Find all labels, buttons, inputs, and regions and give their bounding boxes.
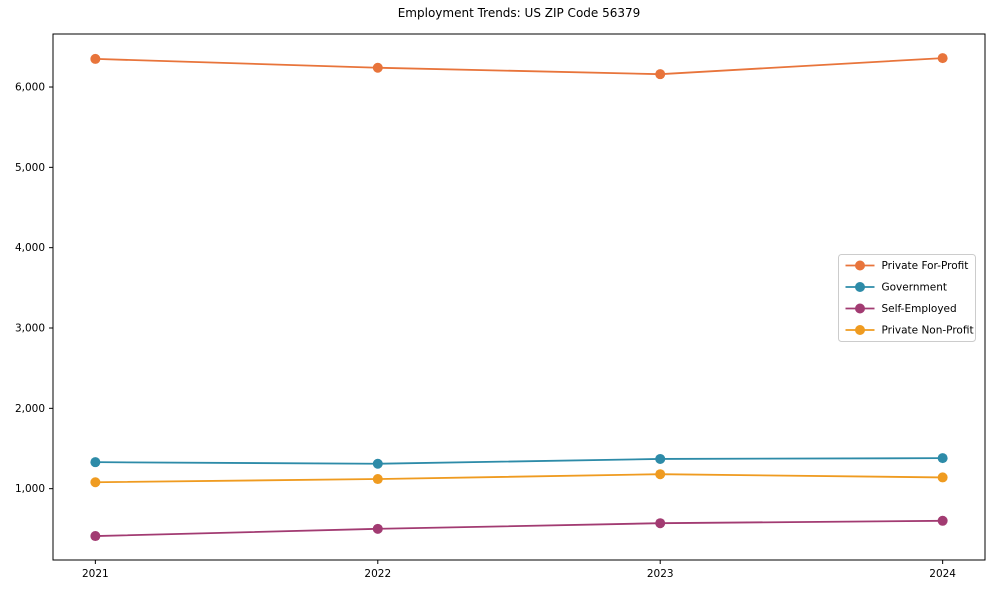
legend-label-government: Government (882, 282, 947, 294)
y-tick-label: 3,000 (15, 323, 45, 335)
y-tick-label: 2,000 (15, 403, 45, 415)
legend-label-private-for-profit: Private For-Profit (882, 260, 969, 272)
data-point-self-employed (90, 531, 101, 542)
data-point-private-for-profit (90, 53, 101, 64)
series-line-self-employed (95, 519, 943, 537)
data-point-self-employed (372, 523, 383, 534)
legend-marker-government (855, 282, 865, 292)
x-tick-label: 2024 (929, 568, 956, 580)
y-tick-label: 1,000 (15, 483, 45, 495)
data-point-government (90, 457, 101, 468)
y-tick-label: 6,000 (15, 82, 45, 94)
series-line-private-for-profit (95, 57, 943, 76)
data-point-private-for-profit (372, 62, 383, 73)
data-point-government (937, 453, 948, 464)
data-point-private-non-profit (655, 469, 666, 480)
data-point-private-non-profit (937, 472, 948, 483)
data-point-government (372, 458, 383, 469)
data-point-self-employed (655, 518, 666, 529)
data-point-private-for-profit (937, 53, 948, 64)
legend-marker-private-for-profit (855, 260, 865, 271)
legend-box (838, 254, 976, 342)
x-tick-label: 2023 (647, 568, 674, 580)
legend-label-self-employed: Self-Employed (882, 303, 957, 315)
legend-label-private-non-profit: Private Non-Profit (882, 325, 974, 337)
legend-marker-self-employed (855, 303, 865, 314)
y-tick-label: 4,000 (15, 242, 45, 254)
x-tick-label: 2021 (82, 568, 109, 580)
x-tick-label: 2022 (364, 568, 391, 580)
data-point-private-non-profit (90, 477, 101, 488)
data-point-private-non-profit (372, 474, 383, 485)
plot-border (52, 33, 986, 561)
data-point-self-employed (937, 515, 948, 526)
data-point-private-for-profit (655, 69, 666, 80)
series-line-government (95, 457, 943, 465)
y-tick-label: 5,000 (15, 162, 45, 174)
data-point-government (655, 453, 666, 464)
legend-marker-private-non-profit (855, 325, 865, 335)
chart-title: Employment Trends: US ZIP Code 56379 (397, 6, 641, 20)
series-line-private-non-profit (95, 473, 943, 484)
